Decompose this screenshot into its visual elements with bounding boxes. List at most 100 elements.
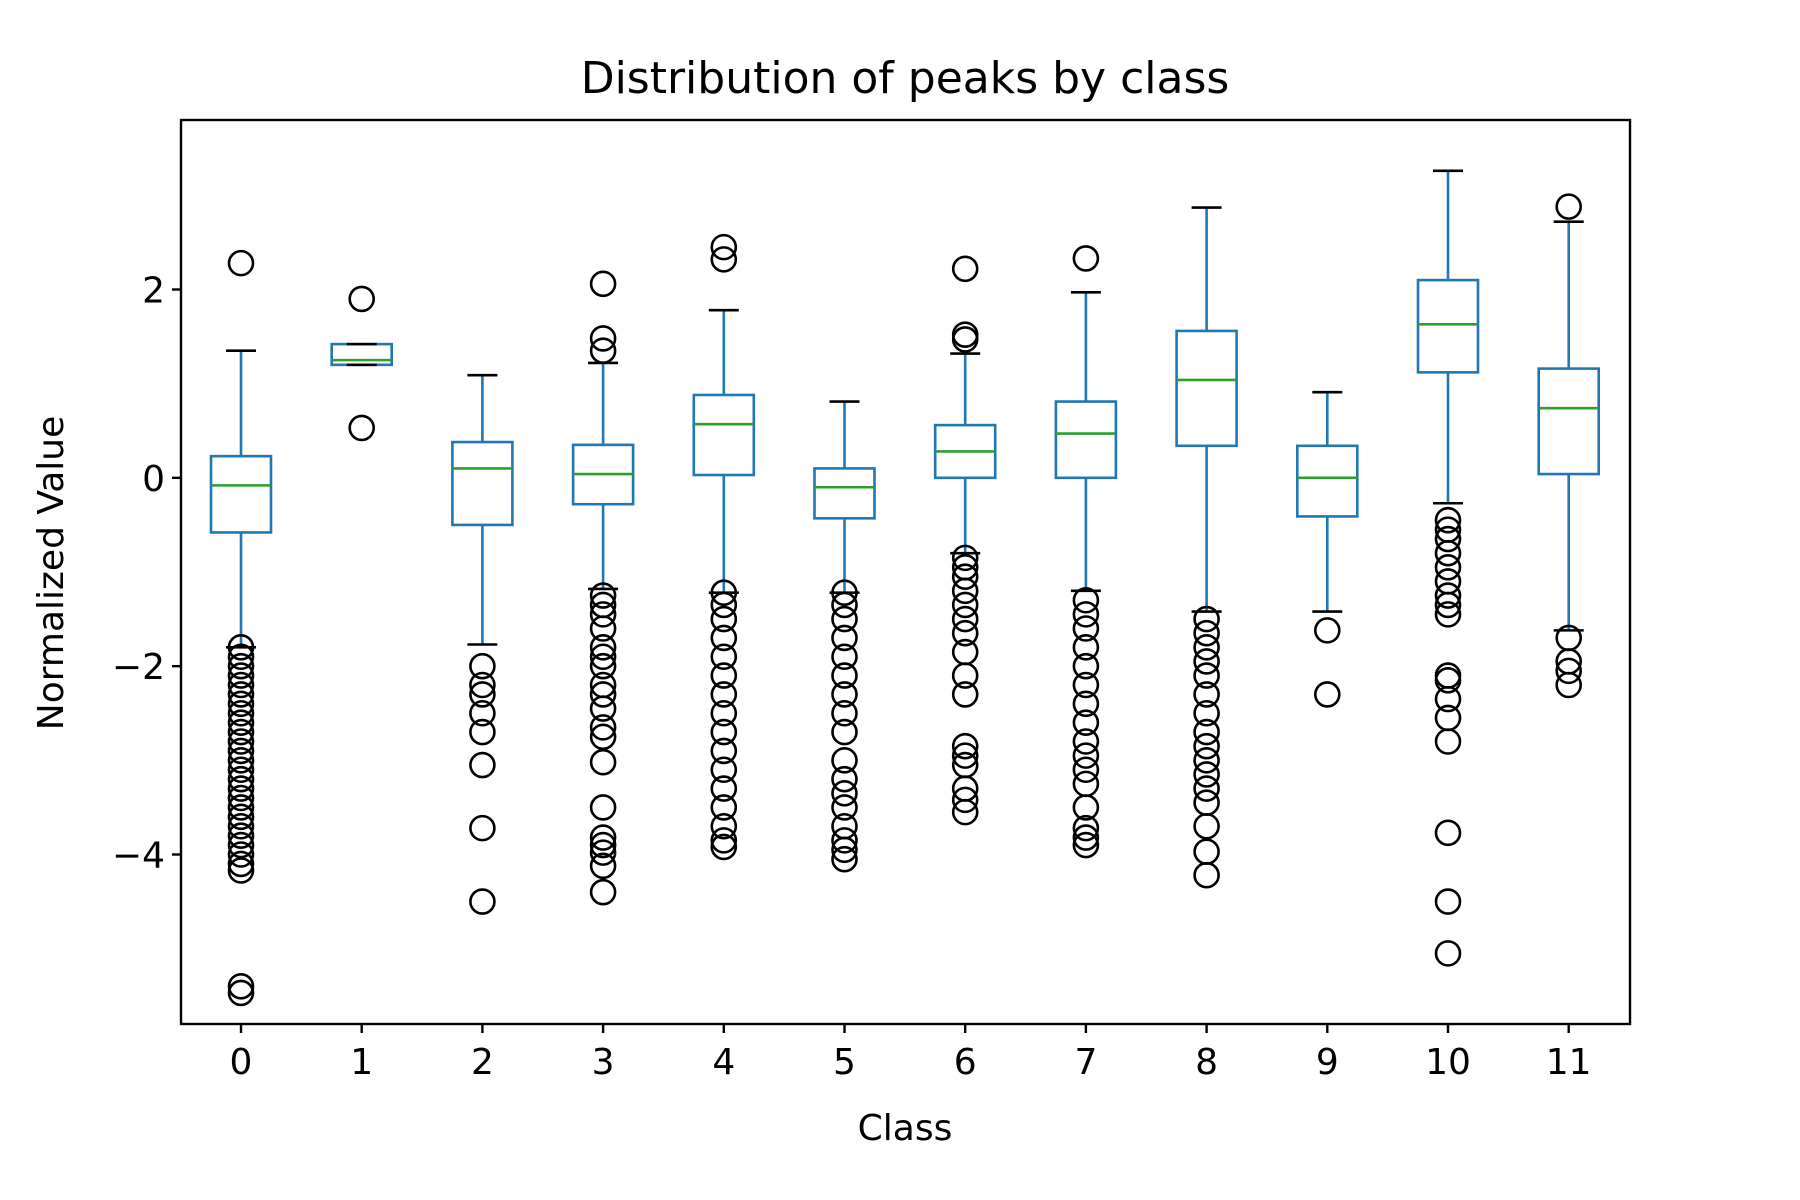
outlier-point [589, 748, 617, 776]
outlier-point [831, 591, 858, 619]
outlier-point [227, 249, 255, 277]
outlier-point [1193, 662, 1220, 689]
outlier-point [469, 671, 496, 699]
chart-title: Distribution of peaks by class [581, 53, 1230, 104]
outlier-point [1434, 591, 1462, 619]
outlier-point [1434, 582, 1462, 609]
outlier-point [951, 619, 979, 647]
outlier-point [1193, 747, 1220, 774]
outlier-point [1193, 681, 1220, 708]
outlier-point [1314, 617, 1341, 644]
outlier-point [1072, 831, 1100, 859]
box-group-class-11 [1537, 193, 1600, 699]
outlier-point [710, 775, 738, 802]
outlier-point [1193, 718, 1220, 746]
x-tick-label: 8 [1195, 1042, 1218, 1083]
outlier-point [1072, 245, 1100, 272]
outlier-point [589, 695, 617, 722]
outlier-point [469, 751, 496, 779]
outlier-point [227, 857, 255, 884]
outlier-point [227, 634, 255, 661]
outlier-point [589, 643, 617, 671]
x-tick-label: 0 [230, 1042, 253, 1083]
iqr-box [451, 440, 514, 527]
outlier-point [227, 737, 255, 765]
outlier-point [1193, 732, 1220, 760]
outlier-point [227, 643, 255, 671]
y-axis-label: Normalized Value [31, 416, 72, 730]
x-tick-label: 10 [1425, 1042, 1471, 1083]
outlier-point [831, 718, 858, 746]
x-tick-label: 5 [833, 1042, 856, 1083]
outlier-point [589, 325, 617, 352]
outlier-point [469, 888, 496, 915]
outlier-point [1434, 888, 1462, 915]
x-tick-label: 6 [954, 1042, 977, 1083]
outlier-point [348, 414, 376, 442]
outlier-point [710, 624, 738, 652]
outlier-point [951, 742, 979, 769]
outlier-point [1193, 812, 1220, 840]
outlier-point [589, 794, 617, 821]
x-tick-label: 3 [592, 1042, 615, 1083]
outlier-point [831, 681, 858, 708]
outlier-point [951, 591, 979, 619]
outlier-point [227, 765, 255, 793]
outlier-point [710, 737, 738, 765]
outlier-point [710, 591, 738, 619]
outlier-point [227, 831, 255, 859]
y-tick-label: −2 [112, 647, 165, 688]
iqr-box [692, 393, 756, 477]
box-group-class-7 [1054, 245, 1118, 859]
outlier-point [1555, 193, 1582, 220]
outlier-point [951, 544, 979, 572]
outlier-point [1555, 671, 1582, 699]
x-tick-label: 9 [1316, 1042, 1339, 1083]
outlier-point [831, 765, 858, 793]
outlier-point [710, 756, 738, 784]
outlier-point [1434, 704, 1462, 732]
outlier-point [469, 652, 496, 680]
outlier-point [710, 233, 738, 261]
outlier-point [710, 681, 738, 708]
outlier-point [710, 605, 738, 633]
box-group-class-6 [933, 255, 997, 826]
y-tick-label: 0 [142, 459, 165, 500]
outlier-point [710, 579, 738, 607]
outlier-point [227, 850, 255, 878]
x-tick-label: 2 [471, 1042, 494, 1083]
outlier-point [1314, 681, 1341, 708]
plot-frame [179, 118, 1632, 1026]
outlier-point [710, 827, 738, 854]
outlier-point [1555, 657, 1582, 685]
iqr-box [1537, 367, 1600, 476]
outlier-point [589, 831, 617, 859]
outlier-point [951, 577, 979, 605]
outlier-point [589, 839, 617, 866]
outlier-point [589, 681, 617, 708]
outlier-point [589, 337, 617, 365]
outlier-point [348, 285, 376, 313]
outlier-point [1434, 940, 1462, 967]
outlier-point [1434, 568, 1462, 595]
outlier-point [1434, 601, 1462, 628]
outlier-point [227, 822, 255, 849]
outlier-point [1434, 685, 1462, 713]
outlier-point [589, 270, 617, 298]
x-tick-label: 1 [350, 1042, 373, 1083]
iqr-box [330, 342, 394, 367]
outlier-point [227, 699, 255, 727]
outlier-point [469, 699, 496, 727]
outlier-point [831, 845, 858, 873]
iqr-box [209, 454, 273, 534]
outlier-point [831, 836, 858, 864]
outlier-point [710, 833, 738, 861]
box-group-class-5 [813, 400, 876, 873]
outlier-point [227, 747, 255, 774]
iqr-box [1054, 400, 1118, 480]
outlier-point [469, 681, 496, 708]
box-group-class-4 [692, 233, 756, 861]
outlier-point [951, 798, 979, 826]
outlier-point [1072, 671, 1100, 699]
